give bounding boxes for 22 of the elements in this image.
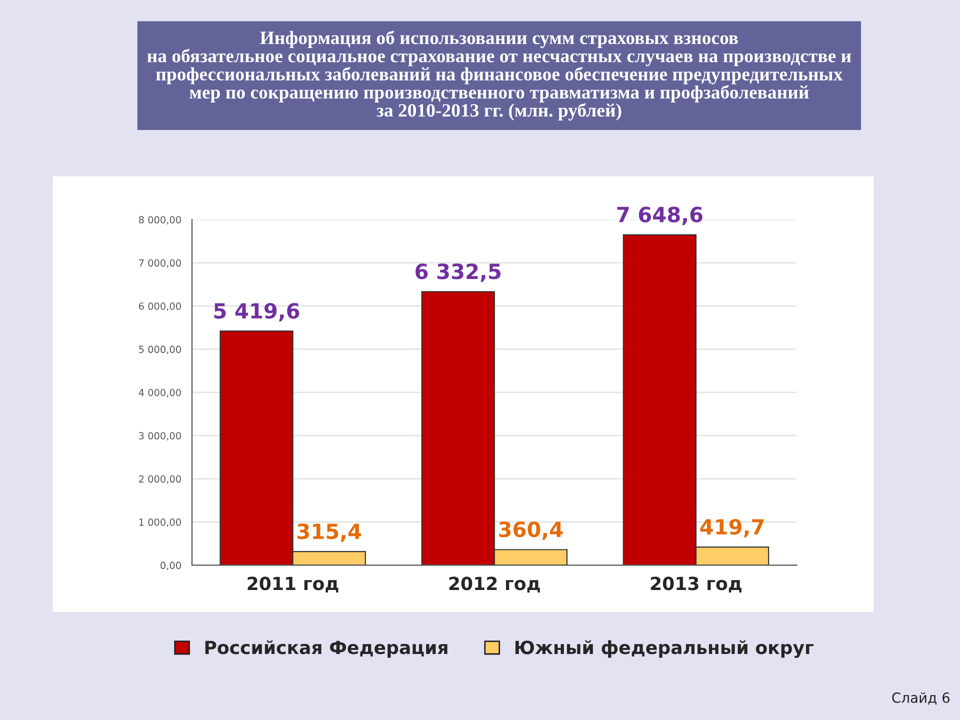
data-label: 315,4 (298, 523, 362, 542)
data-label: 419,7 (700, 518, 764, 538)
y-tick-label: 8 000,00 (138, 216, 181, 224)
y-tick-label: 6 000,00 (138, 302, 181, 311)
data-label: 7 648,6 (617, 206, 702, 226)
legend-label: Южный федеральный округ (515, 640, 814, 658)
data-label: 6 332,5 (416, 264, 500, 282)
chart-title: Информация об использовании сумм страховых взносов на обязательное социальное страхование от несчастных случаев на производстве и профессиональных заболеваний на финансовое обеспечение предупредительных мер по сокращению производственного травматизма и профзаболеваний за 2010-2013 гг. (млн. рублей) (147, 30, 852, 121)
x-tick-label: 2013 год (650, 576, 742, 593)
legend-label: Российская Федерация (205, 640, 448, 658)
y-tick-label: 5 000,00 (139, 346, 181, 354)
y-tick-label: 4 000,00 (138, 388, 181, 398)
y-tick-label: 7 000,00 (139, 259, 181, 268)
y-tick-label: 2 000,00 (139, 475, 181, 484)
data-label: 5 419,6 (214, 302, 300, 322)
y-tick-label: 3 000,00 (139, 432, 181, 440)
y-tick-label: 1 000,00 (139, 518, 181, 527)
x-tick-label: 2012 год (449, 576, 540, 593)
y-tick-label: 0,00 (160, 562, 181, 570)
x-tick-label: 2011 год (248, 576, 338, 593)
data-label: 360,4 (499, 522, 563, 540)
text: Слайд 6 (892, 692, 950, 705)
